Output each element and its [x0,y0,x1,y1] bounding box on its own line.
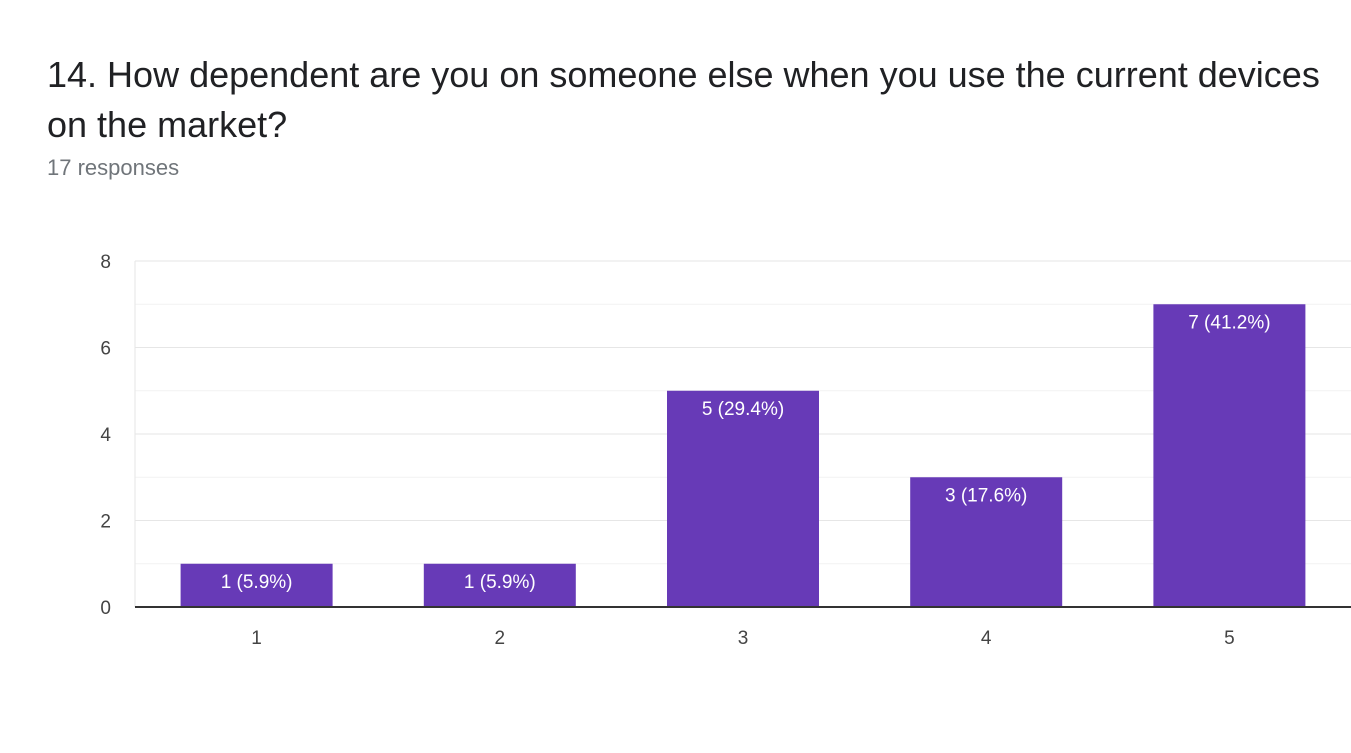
bar-data-label: 5 (29.4%) [702,399,784,420]
question-title: 14. How dependent are you on someone els… [47,54,1320,145]
bars [180,304,1306,607]
x-tick-label: 1 [251,628,262,649]
bar-data-label: 1 (5.9%) [221,572,293,593]
bar-4[interactable] [910,477,1063,607]
bar-1[interactable] [180,563,333,607]
y-tick-label: 4 [100,425,111,446]
y-tick-label: 2 [100,512,111,533]
y-tick-label: 0 [100,598,111,619]
labels: 0 2 4 6 8 1 (5.9%) 1 1 (5.9%) 2 5 (29.4%) 3 3 (17.6… [100,252,1270,649]
bar-3[interactable] [667,390,819,607]
response-count: 17 responses [47,155,180,180]
bar-data-label: 1 (5.9%) [464,572,536,593]
x-tick-label: 2 [495,628,506,649]
bar-data-label: 7 (41.2%) [1188,312,1270,333]
x-tick-label: 4 [981,628,992,649]
bar-2[interactable] [423,563,576,607]
bar-data-label: 3 (17.6%) [945,485,1027,506]
x-tick-label: 3 [738,628,749,649]
y-tick-label: 8 [100,252,111,273]
bar-5[interactable] [1153,304,1306,607]
x-tick-label: 5 [1224,628,1235,649]
y-tick-label: 6 [100,339,111,360]
